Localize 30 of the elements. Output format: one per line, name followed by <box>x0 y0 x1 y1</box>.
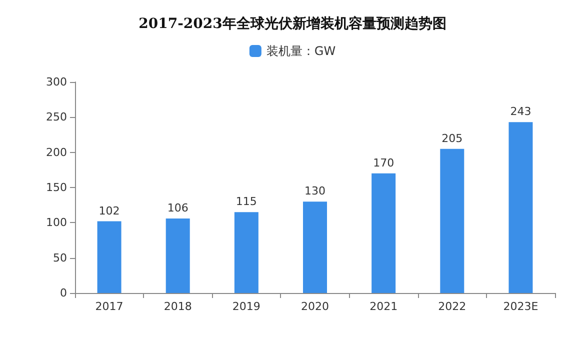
data-label: 243 <box>510 105 532 118</box>
data-label: 170 <box>373 156 394 170</box>
x-tick-label: 2020 <box>301 300 329 313</box>
data-label: 205 <box>442 132 463 145</box>
y-tick-label: 50 <box>53 251 67 264</box>
chart-title: 2017-2023年全球光伏新增装机容量预测趋势图 <box>138 15 446 32</box>
y-tick-label: 150 <box>46 181 67 194</box>
bar <box>234 212 258 293</box>
x-tick-label: 2019 <box>232 300 260 313</box>
x-tick-label: 2022 <box>438 300 466 313</box>
x-tick-label: 2018 <box>164 300 192 313</box>
data-label: 115 <box>236 195 257 208</box>
data-label: 102 <box>98 204 120 218</box>
data-label: 130 <box>304 184 326 198</box>
y-tick-label: 100 <box>46 216 67 230</box>
x-tick-label: 2021 <box>370 300 398 313</box>
bar <box>508 122 533 293</box>
y-tick-label: 250 <box>46 110 67 124</box>
bar <box>303 202 327 293</box>
bar <box>440 148 464 293</box>
y-tick-label: 200 <box>46 146 67 159</box>
data-label: 106 <box>167 201 188 214</box>
y-tick-label: 0 <box>60 286 67 300</box>
bar <box>166 218 190 293</box>
x-tick-label: 2017 <box>95 300 124 313</box>
x-tick-label: 2023E <box>503 300 538 313</box>
bar <box>372 173 396 293</box>
bar <box>97 221 122 293</box>
legend-label: 装机量：GW <box>266 44 336 58</box>
y-tick-label: 300 <box>46 76 67 88</box>
